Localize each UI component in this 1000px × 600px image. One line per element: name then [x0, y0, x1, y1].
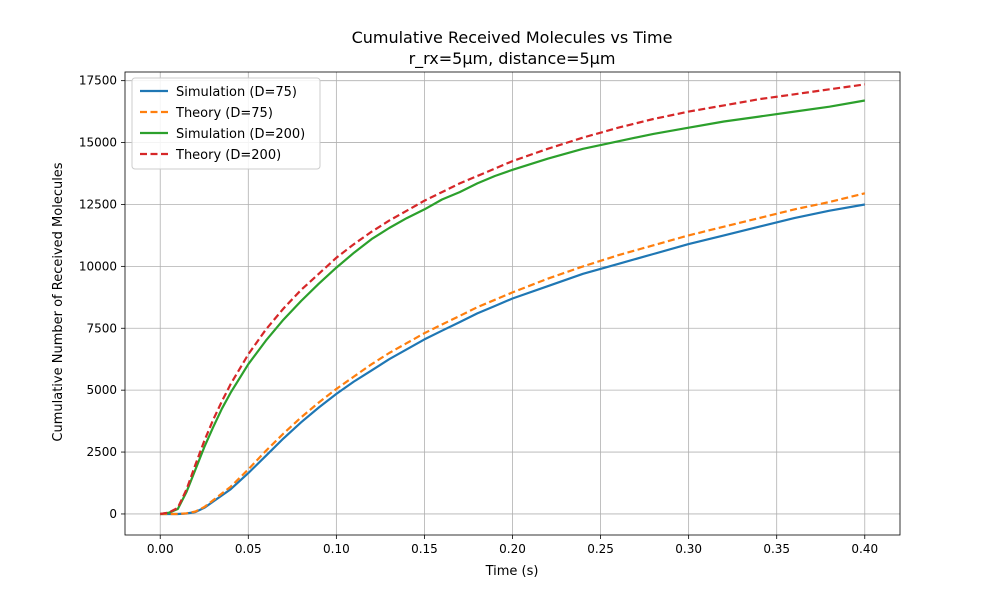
x-tick-label: 0.05: [235, 542, 262, 556]
y-tick-label: 10000: [79, 259, 117, 273]
grid: [125, 72, 900, 535]
y-tick-label: 2500: [86, 445, 117, 459]
x-axis-ticks: 0.00 0.05 0.10 0.15 0.20 0.25 0.30 0.35 0.40: [147, 535, 878, 556]
x-axis-label: Time (s): [485, 564, 539, 579]
x-tick-label: 0.35: [763, 542, 790, 556]
y-tick-label: 12500: [79, 197, 117, 211]
x-tick-label: 0.00: [147, 542, 174, 556]
chart-title: Cumulative Received Molecules vs Time: [352, 28, 673, 47]
x-tick-label: 0.25: [587, 542, 614, 556]
chart-subtitle: r_rx=5μm, distance=5μm: [409, 49, 616, 69]
y-tick-label: 5000: [86, 383, 117, 397]
x-tick-label: 0.30: [675, 542, 702, 556]
legend-label-4: Theory (D=200): [175, 148, 281, 163]
y-axis-label: Cumulative Number of Received Molecules: [51, 162, 66, 441]
series-line-2: [160, 192, 866, 516]
y-axis-ticks: 0 2500 5000 7500 10000 12500 15000 17500: [79, 74, 125, 521]
x-tick-label: 0.40: [851, 542, 878, 556]
legend-label-3: Simulation (D=200): [176, 127, 305, 142]
series-line-4: [160, 83, 865, 516]
x-tick-label: 0.20: [499, 542, 526, 556]
plot-lines: [160, 83, 866, 516]
legend-label-2: Theory (D=75): [175, 106, 273, 121]
series-line-3: [160, 99, 865, 516]
legend: Simulation (D=75) Theory (D=75) Simulation…: [131, 77, 321, 170]
legend-box: [131, 77, 321, 170]
y-tick-label: 15000: [79, 136, 117, 150]
series-line-1: [160, 203, 865, 516]
y-tick-label: 7500: [86, 321, 117, 335]
x-tick-label: 0.15: [411, 542, 438, 556]
y-tick-label: 0: [109, 507, 117, 521]
legend-label-1: Simulation (D=75): [176, 85, 297, 100]
x-tick-label: 0.10: [323, 542, 350, 556]
y-tick-label: 17500: [79, 74, 117, 88]
